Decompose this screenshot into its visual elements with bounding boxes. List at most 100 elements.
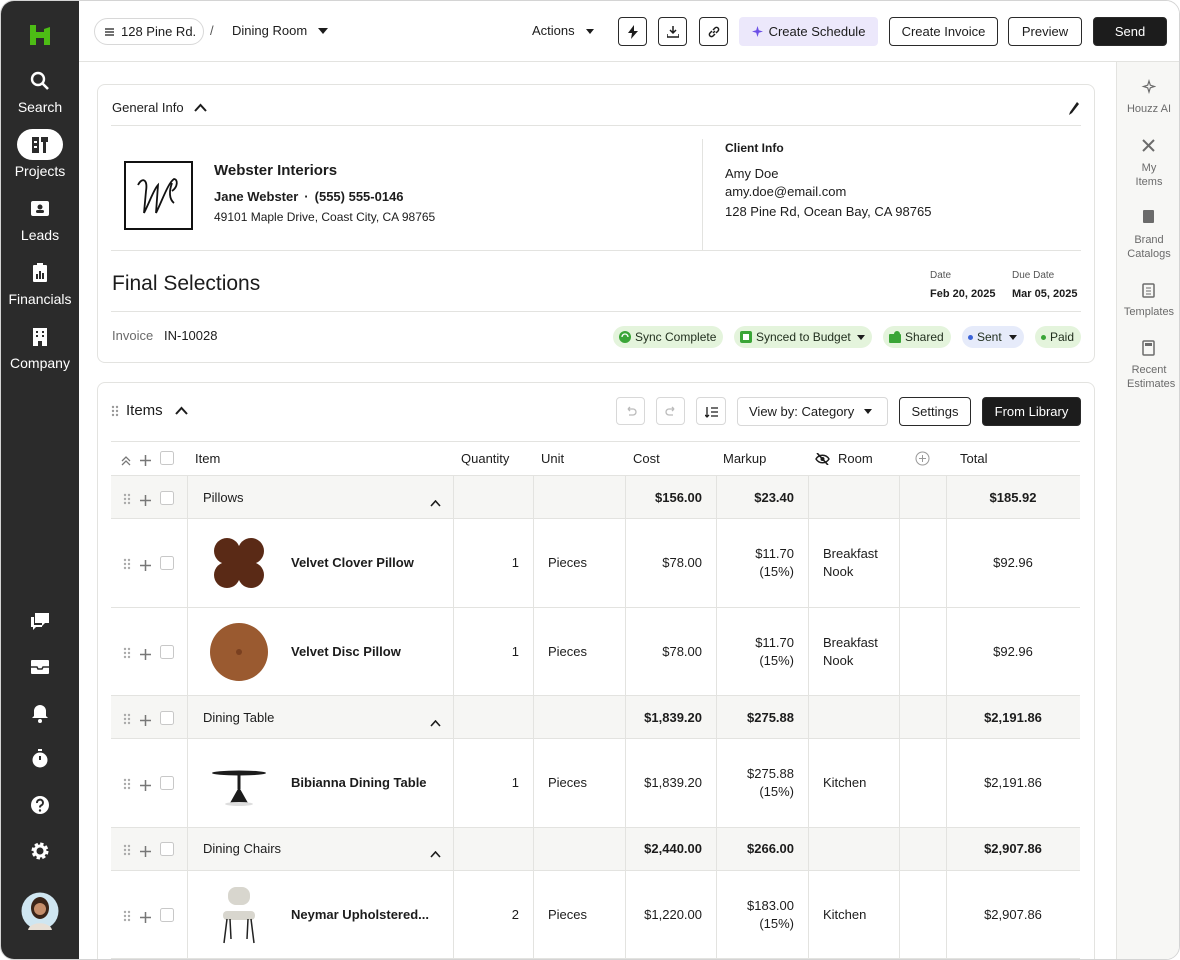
nav-item[interactable]: Search (17, 99, 63, 115)
help-icon[interactable] (30, 795, 50, 815)
tools-icon (1142, 139, 1155, 152)
right-rail (1116, 62, 1179, 959)
sync-icon (619, 331, 631, 343)
company-name: Webster Interiors (214, 162, 338, 179)
client-address: 128 Pine Rd, Ocean Bay, CA 98765 (725, 204, 932, 219)
view-by-select[interactable]: View by: Category (737, 397, 888, 426)
preview-button[interactable]: Preview (1008, 17, 1082, 46)
dropdown-caret (586, 29, 594, 34)
sort-button[interactable] (696, 397, 726, 425)
nav-active-pill (17, 129, 63, 160)
due-date-label: Due Date (1012, 270, 1055, 281)
bell-icon[interactable] (30, 703, 50, 723)
catalog-icon (1143, 210, 1154, 223)
project-pill[interactable]: 128 Pine Rd. (94, 18, 204, 45)
inbox-icon[interactable] (30, 657, 50, 677)
shared-icon (889, 331, 901, 343)
search-icon (30, 71, 49, 90)
rail-tool[interactable]: Recent Estimates (1127, 364, 1176, 390)
sidebar: Search Projects Leads Financials Company (1, 1, 79, 959)
company-address: 49101 Maple Drive, Coast City, CA 98765 (214, 210, 436, 224)
from-library-button[interactable]: From Library (982, 397, 1081, 426)
create-invoice-button[interactable]: Create Invoice (889, 17, 998, 46)
undo-button[interactable] (616, 397, 645, 425)
room-selector[interactable]: Dining Room (232, 23, 308, 38)
rail-tool[interactable]: My Items (1135, 162, 1163, 188)
sparkle-icon (751, 26, 763, 37)
quick-action-button[interactable] (618, 17, 647, 46)
logo[interactable] (30, 25, 50, 45)
leads-icon (31, 201, 49, 216)
chip-label: Sent (977, 330, 1002, 344)
send-button[interactable]: Send (1093, 17, 1167, 46)
company-logo (124, 161, 193, 230)
templates-icon (1142, 283, 1155, 298)
download-button[interactable] (658, 17, 687, 46)
dropdown-caret (864, 409, 873, 414)
due-date-value: Mar 05, 2025 (1012, 288, 1078, 300)
status-chip[interactable]: Shared (883, 326, 951, 348)
company-icon (33, 328, 47, 346)
dropdown-caret (318, 28, 328, 34)
invoice-label: Invoice (112, 328, 154, 343)
dropdown-caret (856, 334, 865, 340)
nav-item[interactable]: Financials (8, 291, 72, 307)
rail-tool[interactable]: Houzz AI (1126, 103, 1172, 115)
contact-name: Jane Webster (214, 189, 299, 204)
divider (111, 250, 1081, 251)
collapse-chevron[interactable] (175, 406, 188, 415)
general-info-card (97, 84, 1095, 363)
redo-icon (665, 406, 675, 416)
client-heading: Client Info (725, 141, 784, 155)
collapse-chevron[interactable] (194, 103, 207, 112)
link-icon (708, 26, 719, 37)
date-value: Feb 20, 2025 (930, 288, 996, 300)
projects-icon (32, 137, 48, 153)
budget-icon (740, 331, 752, 343)
chip-label: Paid (1050, 330, 1075, 344)
menu-icon (105, 27, 114, 36)
rail-tool[interactable]: Brand Catalogs (1127, 234, 1171, 260)
status-dot (968, 334, 973, 340)
link-button[interactable] (699, 17, 728, 46)
download-icon (666, 25, 679, 38)
drag-handle[interactable] (111, 405, 119, 417)
redo-button[interactable] (656, 397, 685, 425)
contact-separator: · (304, 189, 309, 204)
settings-icon[interactable] (30, 841, 50, 861)
document-title: Final Selections (112, 272, 261, 295)
nav-item[interactable]: Projects (14, 163, 66, 179)
calculator-icon (1142, 340, 1155, 356)
messages-icon[interactable] (30, 611, 50, 631)
section-title: Items (126, 402, 163, 419)
dropdown-caret (1008, 334, 1017, 340)
nav-item[interactable]: Leads (20, 227, 60, 243)
financials-icon (33, 263, 47, 282)
items-card (97, 382, 1095, 959)
chip-label: Shared (905, 330, 944, 344)
client-name: Amy Doe (725, 166, 779, 181)
actions-menu[interactable]: Actions (532, 23, 575, 38)
divider (111, 311, 1081, 312)
select-label: View by: Category (749, 404, 855, 419)
client-email: amy.doe@email.com (725, 184, 847, 199)
rail-tool[interactable]: Templates (1123, 306, 1175, 318)
contact-phone: (555) 555-0146 (314, 189, 404, 204)
company-contact-line: Jane Webster · (555) 555-0146 (214, 189, 404, 205)
status-chip[interactable]: Sent (962, 326, 1024, 348)
ai-icon (1141, 79, 1156, 94)
avatar[interactable] (21, 892, 59, 930)
status-chip[interactable]: Sync Complete (613, 326, 723, 348)
nav-item[interactable]: Company (10, 355, 70, 371)
status-chip[interactable]: Synced to Budget (734, 326, 872, 348)
list-icon (705, 407, 718, 418)
breadcrumb-separator: / (210, 23, 214, 38)
chip-label: Sync Complete (635, 330, 717, 344)
settings-button[interactable]: Settings (899, 397, 971, 426)
create-schedule-button[interactable]: Create Schedule (739, 17, 878, 46)
status-chip: Paid (1035, 326, 1081, 348)
date-label: Date (930, 270, 952, 281)
timer-icon[interactable] (30, 749, 50, 769)
edit-icon[interactable] (1068, 101, 1080, 116)
